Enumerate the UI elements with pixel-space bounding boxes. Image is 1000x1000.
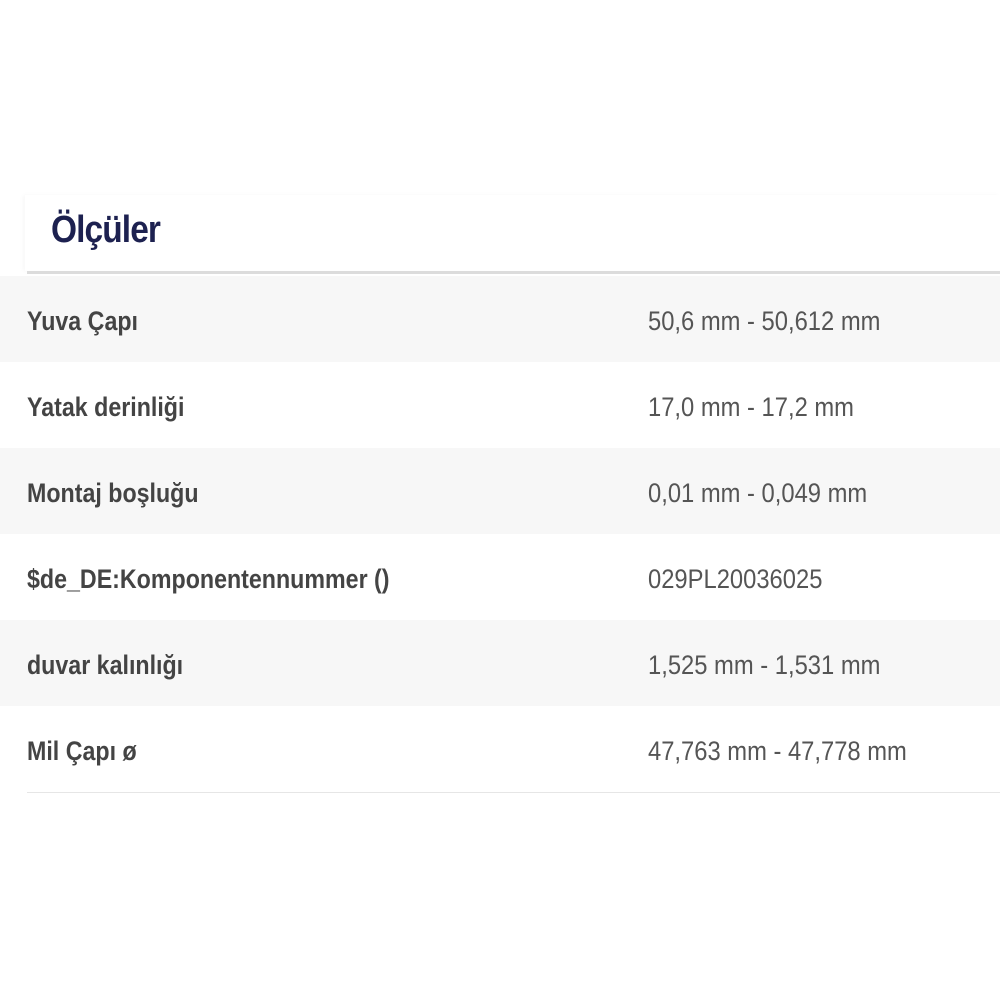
spec-label: Yuva Çapı bbox=[27, 306, 138, 336]
table-row: duvar kalınlığı 1,525 mm - 1,531 mm bbox=[0, 620, 1000, 706]
spec-value: 0,01 mm - 0,049 mm bbox=[648, 478, 868, 508]
spec-value: 47,763 mm - 47,778 mm bbox=[648, 736, 907, 766]
specs-table: Yuva Çapı 50,6 mm - 50,612 mm Yatak derin… bbox=[0, 276, 1000, 793]
spec-value: 029PL20036025 bbox=[648, 564, 823, 594]
divider bbox=[27, 271, 1000, 274]
spec-label: Montaj boşluğu bbox=[27, 478, 199, 508]
section-title: Ölçüler bbox=[51, 209, 161, 251]
table-row: Yatak derinliği 17,0 mm - 17,2 mm bbox=[0, 362, 1000, 448]
spec-label: Yatak derinliği bbox=[27, 392, 185, 422]
table-row: Yuva Çapı 50,6 mm - 50,612 mm bbox=[0, 276, 1000, 362]
spec-label: duvar kalınlığı bbox=[27, 650, 184, 680]
spec-label: $de_DE:Komponentennummer () bbox=[27, 564, 390, 594]
spec-value: 1,525 mm - 1,531 mm bbox=[648, 650, 881, 680]
section-tab: Ölçüler bbox=[25, 195, 1000, 271]
table-row: $de_DE:Komponentennummer () 029PL20036025 bbox=[0, 534, 1000, 620]
table-row: Mil Çapı ø 47,763 mm - 47,778 mm bbox=[27, 706, 1000, 793]
spec-label: Mil Çapı ø bbox=[27, 736, 137, 766]
table-row: Montaj boşluğu 0,01 mm - 0,049 mm bbox=[0, 448, 1000, 534]
spec-value: 50,6 mm - 50,612 mm bbox=[648, 306, 881, 336]
spec-value: 17,0 mm - 17,2 mm bbox=[648, 392, 854, 422]
